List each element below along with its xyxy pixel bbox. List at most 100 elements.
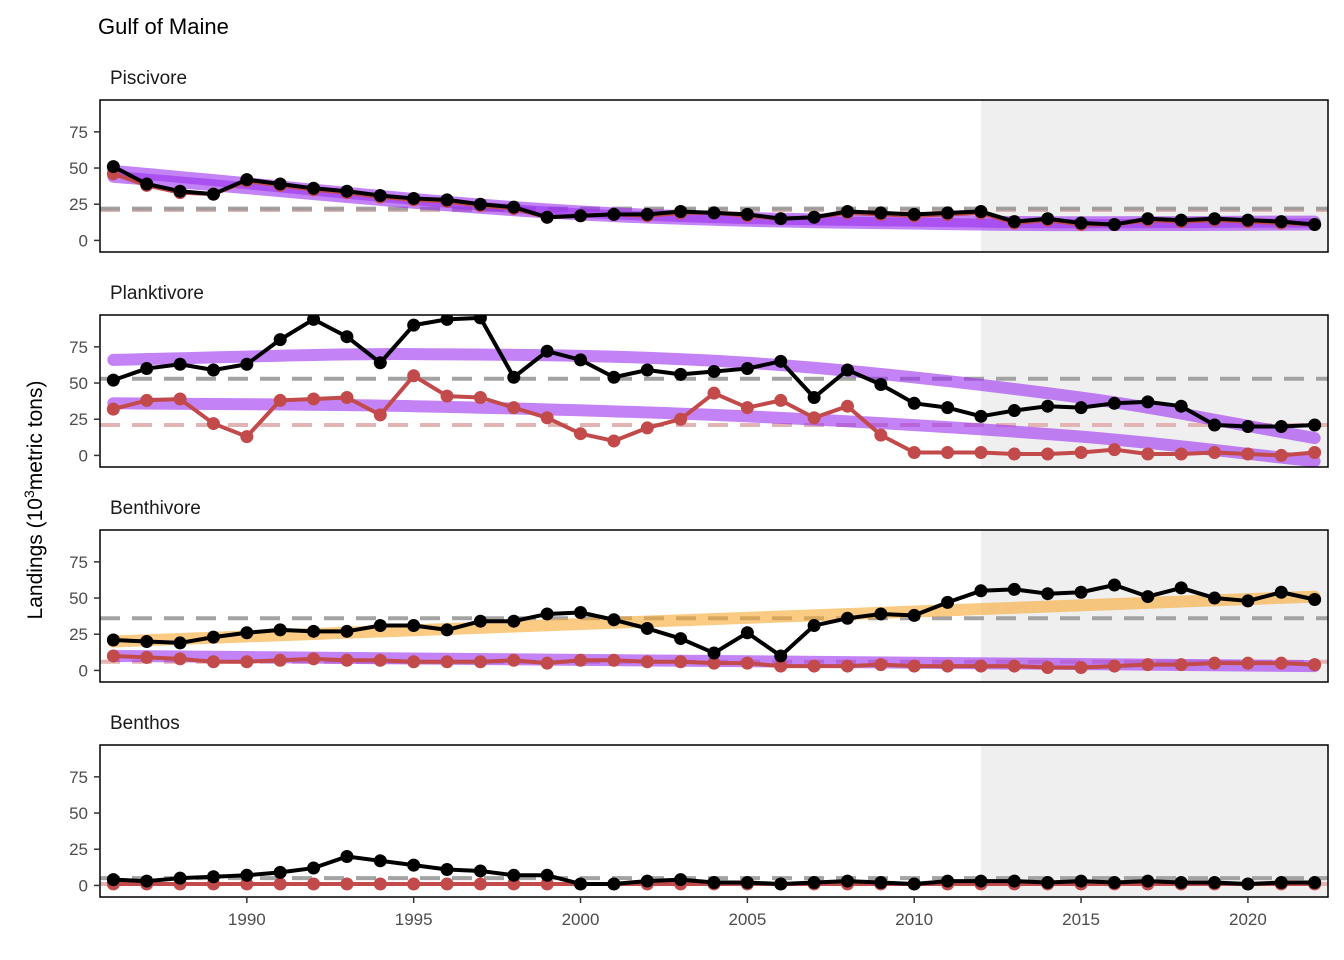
data-point-commercial (1074, 446, 1088, 460)
data-point-total (1007, 582, 1021, 596)
data-point-total (540, 607, 554, 621)
data-point-total (340, 184, 354, 198)
data-point-total (240, 357, 254, 371)
data-point-commercial (674, 655, 688, 669)
data-point-total (840, 611, 854, 625)
data-point-total (1308, 418, 1322, 432)
data-point-commercial (707, 386, 721, 400)
y-axis-label-superscript: 3 (21, 490, 37, 498)
data-point-total (373, 189, 387, 203)
data-point-commercial (607, 653, 621, 667)
data-point-total (840, 363, 854, 377)
data-point-commercial (807, 659, 821, 673)
data-point-commercial (774, 393, 788, 407)
data-point-total (874, 607, 888, 621)
data-point-commercial (240, 430, 254, 444)
data-point-commercial (206, 655, 220, 669)
data-point-total (574, 606, 588, 620)
x-tick-label: 1995 (395, 910, 433, 929)
data-point-total (373, 356, 387, 370)
data-point-commercial (1308, 446, 1322, 460)
data-point-commercial (373, 408, 387, 422)
data-point-total (874, 377, 888, 391)
data-point-commercial (941, 659, 955, 673)
y-tick-label: 75 (69, 553, 88, 572)
data-point-commercial (740, 401, 754, 415)
data-point-total (373, 854, 387, 868)
data-point-commercial (373, 653, 387, 667)
x-tick-label: 2005 (728, 910, 766, 929)
data-point-total (340, 624, 354, 638)
data-point-total (140, 177, 154, 191)
data-point-commercial (440, 655, 454, 669)
data-point-total (674, 367, 688, 381)
data-point-total (607, 207, 621, 221)
data-point-commercial (173, 392, 187, 406)
data-point-total (1174, 399, 1188, 413)
y-tick-label: 0 (79, 231, 88, 250)
data-point-total (707, 646, 721, 660)
panel-plot-area (100, 160, 1328, 232)
data-point-total (507, 868, 521, 882)
data-point-total (1274, 876, 1288, 890)
data-point-total (273, 623, 287, 637)
data-point-total (540, 210, 554, 224)
data-point-total (1141, 874, 1155, 888)
data-point-total (1107, 578, 1121, 592)
data-point-commercial (1007, 447, 1021, 461)
data-point-total (774, 354, 788, 368)
data-point-total (640, 363, 654, 377)
data-point-total (1308, 217, 1322, 231)
data-point-total (1174, 581, 1188, 595)
data-point-total (407, 318, 421, 332)
data-point-total (140, 874, 154, 888)
data-point-total (907, 207, 921, 221)
data-point-total (907, 608, 921, 622)
y-tick-label: 50 (69, 804, 88, 823)
data-point-total (1141, 590, 1155, 604)
data-point-commercial (273, 393, 287, 407)
data-point-total (1074, 585, 1088, 599)
data-point-commercial (607, 434, 621, 448)
trend-line-commercial (107, 170, 1321, 232)
data-point-total (273, 333, 287, 347)
data-point-total (173, 184, 187, 198)
data-point-total (206, 187, 220, 201)
data-point-commercial (1274, 656, 1288, 670)
data-point-total (1308, 592, 1322, 606)
data-point-commercial (941, 446, 955, 460)
data-point-total (1208, 591, 1222, 605)
data-point-total (1208, 418, 1222, 432)
data-point-total (240, 173, 254, 187)
data-point-commercial (674, 412, 688, 426)
data-point-total (106, 633, 120, 647)
data-point-total (840, 204, 854, 218)
data-point-commercial (907, 659, 921, 673)
data-point-total (574, 353, 588, 367)
data-point-commercial (1174, 658, 1188, 672)
data-point-total (106, 373, 120, 387)
data-point-commercial (407, 655, 421, 669)
data-point-total (807, 619, 821, 633)
data-point-total (1074, 216, 1088, 230)
data-point-commercial (440, 389, 454, 403)
data-point-commercial (574, 653, 588, 667)
data-point-commercial (340, 391, 354, 405)
data-point-total (674, 632, 688, 646)
data-point-total (807, 391, 821, 405)
y-tick-label: 75 (69, 338, 88, 357)
data-point-total (874, 876, 888, 890)
data-point-total (307, 315, 321, 326)
data-point-commercial (840, 399, 854, 413)
data-point-commercial (907, 446, 921, 460)
data-point-total (440, 315, 454, 326)
y-tick-label: 25 (69, 410, 88, 429)
data-point-total (507, 200, 521, 214)
y-tick-label: 0 (79, 876, 88, 895)
data-point-commercial (540, 411, 554, 425)
panel-border (99, 529, 1329, 683)
data-point-commercial (140, 650, 154, 664)
data-point-commercial (407, 369, 421, 383)
data-point-total (1107, 876, 1121, 890)
data-point-commercial (507, 401, 521, 415)
